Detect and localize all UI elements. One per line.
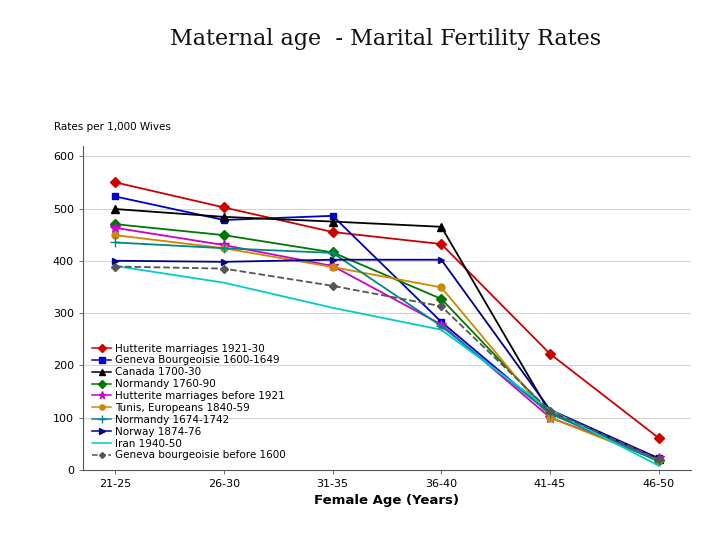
Text: Rates per 1,000 Wives: Rates per 1,000 Wives — [54, 122, 171, 132]
Legend: Hutterite marriages 1921-30, Geneva Bourgeoisie 1600-1649, Canada 1700-30, Norma: Hutterite marriages 1921-30, Geneva Bour… — [88, 339, 290, 464]
Text: Menken et al 1986.  Science 233:1389-94: Menken et al 1986. Science 233:1389-94 — [410, 515, 642, 525]
Text: Maternal age  - Marital Fertility Rates: Maternal age - Marital Fertility Rates — [170, 29, 600, 50]
X-axis label: Female Age (Years): Female Age (Years) — [315, 495, 459, 508]
